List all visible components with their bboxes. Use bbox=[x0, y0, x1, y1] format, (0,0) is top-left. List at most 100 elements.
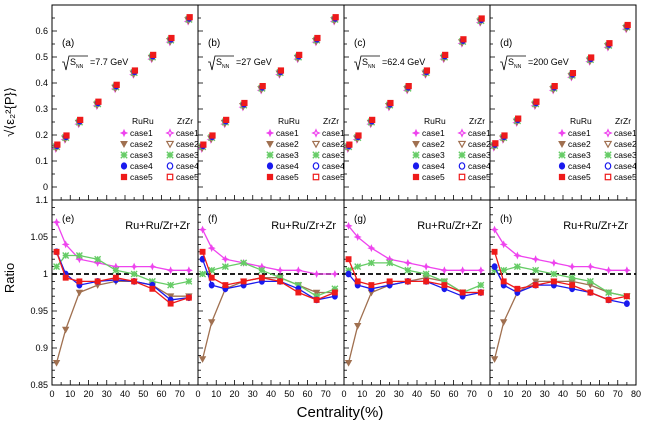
legend-marker-ru-case4 bbox=[266, 162, 274, 170]
legend-header-zrzr: ZrZr bbox=[177, 116, 193, 126]
x-tick-label: 40 bbox=[558, 389, 568, 399]
x-tick-label: 40 bbox=[120, 389, 130, 399]
ratio-marker-case3 bbox=[568, 274, 576, 282]
legend-marker-ru-case4 bbox=[558, 162, 566, 170]
x-tick-label: 70 bbox=[613, 389, 623, 399]
ratio-marker-case1 bbox=[294, 266, 303, 275]
panel-label-top: (c) bbox=[354, 38, 366, 49]
x-tick-label: 50 bbox=[430, 389, 440, 399]
ratio-marker-case2 bbox=[490, 356, 499, 363]
legend-label-ru: case1 bbox=[276, 128, 299, 138]
x-tick-label: 30 bbox=[394, 389, 404, 399]
legend-marker-zr-case5 bbox=[604, 173, 612, 181]
legend-header-zrzr: ZrZr bbox=[615, 116, 631, 126]
ratio-marker-case5 bbox=[441, 282, 448, 289]
panel-label-bottom: (e) bbox=[62, 214, 74, 225]
ratio-marker-case1 bbox=[344, 221, 353, 230]
ratio-marker-case1 bbox=[490, 225, 499, 234]
legend-label-zr: case5 bbox=[614, 172, 637, 182]
top-y-tick-label: 0 bbox=[43, 182, 48, 192]
ratio-marker-case3 bbox=[240, 259, 248, 267]
x-tick-label: 60 bbox=[302, 389, 312, 399]
panel-label-bottom: (g) bbox=[354, 214, 366, 225]
legend-marker-ru-case1 bbox=[411, 128, 421, 138]
sqrt-s-text: S bbox=[508, 57, 514, 67]
x-tick-label: 10 bbox=[65, 389, 75, 399]
legend-marker-zr-case4 bbox=[312, 162, 320, 170]
ratio-marker-case3 bbox=[440, 277, 448, 285]
ratio-marker-case5 bbox=[423, 278, 430, 285]
legend-marker-zr-case2 bbox=[457, 140, 467, 149]
legend-label-zr: case2 bbox=[322, 139, 345, 149]
legend-label-zr: case5 bbox=[468, 172, 491, 182]
legend-label-ru: case1 bbox=[130, 128, 153, 138]
sqrt-sign bbox=[62, 55, 88, 71]
top-marker-case5 bbox=[209, 132, 216, 139]
ratio-marker-case3 bbox=[53, 263, 61, 271]
top-marker-case5 bbox=[533, 98, 540, 105]
ratio-marker-case5 bbox=[500, 278, 507, 285]
ratio-marker-case5 bbox=[62, 274, 69, 281]
top-marker-case5 bbox=[606, 40, 613, 47]
x-axis-label: Centrality(%) bbox=[297, 404, 384, 421]
ratio-marker-case3 bbox=[477, 281, 485, 289]
panel-2: 0 10 20 30 40 50 60 70 (b) S NN =27 GeV RuRu ZrZr case… bbox=[195, 4, 345, 399]
ratio-marker-case5 bbox=[112, 274, 119, 281]
ratio-marker-case1 bbox=[353, 232, 362, 242]
legend-marker-ru-case3 bbox=[412, 151, 420, 159]
ratio-marker-case3 bbox=[500, 266, 508, 274]
ratio-marker-case1 bbox=[52, 218, 61, 227]
ratio-marker-case5 bbox=[53, 248, 60, 255]
legend-label-ru: case3 bbox=[568, 150, 591, 160]
sqrt-sign bbox=[500, 55, 526, 71]
ratio-marker-case3 bbox=[62, 252, 70, 259]
top-marker-case5 bbox=[569, 70, 577, 77]
legend-marker-ru-case4 bbox=[120, 162, 128, 170]
ratio-marker-case4 bbox=[623, 300, 630, 308]
ratio-marker-case5 bbox=[368, 282, 375, 289]
ratio-marker-case3 bbox=[491, 266, 499, 274]
legend-label-zr: case5 bbox=[176, 172, 199, 182]
legend-label-zr: case1 bbox=[468, 128, 491, 138]
legend-marker-zr-case3 bbox=[604, 151, 612, 159]
ratio-marker-case5 bbox=[459, 289, 466, 296]
legend-marker-zr-case1 bbox=[457, 128, 467, 138]
legend-label-zr: case3 bbox=[176, 150, 199, 160]
ratio-marker-case2 bbox=[75, 289, 84, 297]
legend-marker-ru-case3 bbox=[558, 151, 566, 159]
top-marker-case5 bbox=[478, 15, 485, 22]
ratio-marker-case5 bbox=[386, 278, 393, 285]
ratio-marker-case1 bbox=[499, 240, 508, 249]
sqrt-s-text: S bbox=[362, 57, 368, 67]
ratio-marker-case4 bbox=[208, 281, 215, 289]
energy-label: S NN =27 GeV bbox=[208, 55, 272, 71]
legend-marker-zr-case3 bbox=[458, 151, 466, 159]
ratio-marker-case1 bbox=[568, 262, 577, 271]
ratio-title: Ru+Ru/Zr+Zr bbox=[125, 220, 190, 232]
ratio-marker-case1 bbox=[422, 262, 431, 271]
legend-marker-ru-case1 bbox=[119, 128, 129, 138]
legend-marker-zr-case2 bbox=[311, 140, 321, 149]
legend-marker-ru-case4 bbox=[412, 162, 420, 170]
bottom-y-tick-label: 1 bbox=[43, 269, 48, 279]
legend-label-zr: case4 bbox=[468, 161, 491, 171]
ratio-marker-case1 bbox=[403, 258, 412, 267]
legend-marker-ru-case5 bbox=[266, 173, 274, 181]
top-marker-case5 bbox=[113, 81, 120, 88]
ratio-marker-case3 bbox=[294, 281, 302, 289]
panel-4: 0 10 20 30 40 50 60 70 80 (d) S NN =200 GeV RuRu ZrZr c… bbox=[487, 4, 641, 399]
bottom-y-tick-label: 1.1 bbox=[35, 195, 48, 205]
ratio-marker-case1 bbox=[75, 255, 84, 264]
energy-value: =200 GeV bbox=[528, 57, 569, 67]
ratio-marker-case5 bbox=[277, 278, 284, 285]
x-tick-label: 50 bbox=[576, 389, 586, 399]
x-tick-label: 50 bbox=[284, 389, 294, 399]
legend-marker-ru-case5 bbox=[120, 173, 128, 181]
bottom-y-tick-label: 0.85 bbox=[30, 380, 48, 390]
sqrt-s-subscript: NN bbox=[368, 64, 376, 70]
ratio-marker-case5 bbox=[514, 285, 521, 292]
top-marker-case5 bbox=[332, 14, 339, 21]
ratio-marker-case5 bbox=[331, 289, 338, 296]
top-marker-case5 bbox=[355, 132, 362, 139]
